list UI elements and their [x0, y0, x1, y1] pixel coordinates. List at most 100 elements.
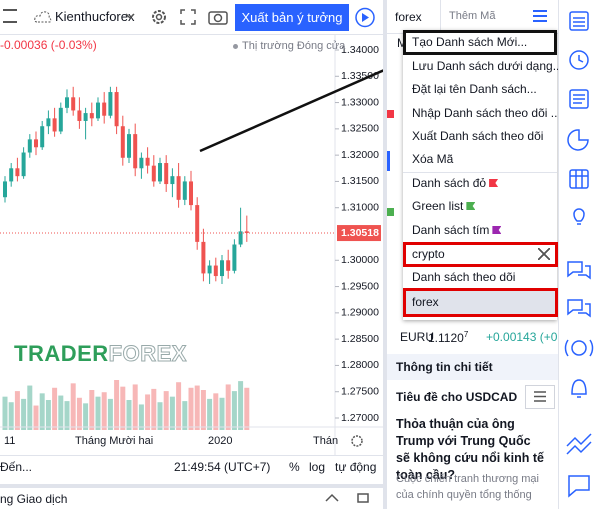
list-flag [466, 202, 476, 210]
candle-body [220, 260, 224, 277]
log-toggle[interactable]: log [309, 460, 326, 474]
candle-body [58, 107, 63, 132]
candle-body [9, 168, 14, 182]
candle-body [170, 176, 175, 185]
candle-body [195, 205, 200, 242]
candle-body [133, 134, 138, 169]
auto-toggle[interactable]: tự động [335, 460, 377, 474]
market-status: Thị trường Đóng cửa [242, 40, 346, 52]
candle-body [127, 134, 131, 158]
y-tick-label: 1.29000 [341, 307, 379, 319]
candle-body [40, 126, 45, 148]
y-tick-label: 1.31500 [341, 175, 379, 187]
watchlist-menu-icon[interactable] [532, 9, 548, 23]
volume-bar [89, 390, 95, 430]
watchlist-option[interactable]: crypto [403, 243, 557, 266]
dropdown-caret[interactable] [125, 12, 135, 20]
volume-bar [39, 393, 45, 430]
menu-item[interactable]: Tạo Danh sách Mới... [412, 35, 528, 49]
watch-symbol[interactable]: EURU [400, 330, 435, 344]
volume-bar [182, 401, 188, 430]
axis-settings-icon [351, 435, 363, 447]
menu-item[interactable]: Xuất Danh sách theo dõi [412, 129, 544, 143]
candle-body [164, 163, 169, 185]
candle-body [213, 265, 218, 277]
volume-bar [95, 396, 101, 430]
replay-button[interactable] [350, 4, 380, 31]
highlight-box [403, 242, 558, 267]
fullscreen-icon[interactable] [180, 9, 196, 25]
candle-body [189, 181, 193, 206]
news-headline[interactable]: Thỏa thuận của ông Trump với Trung Quốc … [396, 417, 544, 482]
bottom-panel-title[interactable]: ng Giao dịch [0, 492, 68, 506]
date-range[interactable]: Đến... [0, 460, 33, 474]
volume-bar [132, 384, 138, 430]
remove-icon[interactable] [538, 248, 550, 260]
market-status-dot [233, 44, 238, 49]
y-tick-label: 1.32000 [341, 149, 379, 161]
list-flag [492, 226, 502, 234]
x-tick-label: 2020 [208, 435, 232, 447]
watermark-part: TRADER [14, 341, 109, 366]
y-tick-label: 1.27500 [341, 385, 379, 397]
candle-body [52, 118, 57, 132]
menu-item[interactable]: Lưu Danh sách dưới dạng... [412, 59, 563, 73]
sidebar-icons[interactable] [558, 0, 600, 509]
news-list-icon[interactable] [525, 385, 555, 409]
candle-body [89, 113, 94, 119]
price-label-bg [337, 225, 381, 242]
volume-bar [33, 405, 39, 430]
percent-toggle[interactable]: % [289, 460, 300, 474]
volume-bar [70, 383, 76, 430]
x-tick-label: 11 [4, 435, 15, 447]
volume-bar [200, 390, 206, 430]
row-marker [387, 151, 390, 171]
volume-bar [176, 382, 182, 430]
watchlist-option[interactable]: Green list [403, 195, 557, 218]
volume-bar [194, 385, 200, 430]
volume-bar [138, 404, 144, 430]
menu-item[interactable]: Xóa Mã [412, 152, 454, 166]
watchlist-name: Danh sách tím [412, 223, 490, 237]
y-tick-label: 1.30000 [341, 254, 379, 266]
watchlist-name: Green list [412, 199, 464, 213]
watchlist-option[interactable]: Danh sách đỏ [403, 172, 557, 195]
list-flag [489, 179, 499, 187]
menu-item[interactable]: Đặt lại tên Danh sách... [412, 82, 537, 96]
volume-bar [126, 400, 132, 430]
status-bar [0, 455, 383, 482]
candle-body [21, 152, 26, 177]
volume-bar [231, 391, 237, 430]
watchlist-option[interactable]: forex [403, 289, 557, 316]
menu-icon[interactable] [3, 9, 17, 23]
watchlist-option[interactable]: Danh sách theo dõi [403, 266, 557, 289]
layout-name[interactable]: Kienthucforex [55, 9, 135, 24]
volume-bar [151, 388, 157, 430]
publish-button[interactable]: Xuất bản ý tưởng [235, 4, 349, 31]
panel-controls[interactable] [324, 492, 374, 504]
menu-item[interactable]: Nhập Danh sách theo dõi ... [412, 106, 561, 120]
volume-bar [238, 381, 244, 430]
x-tick-label: Thán [313, 435, 338, 447]
details-header[interactable]: Thông tin chi tiết [387, 354, 558, 380]
candle-body [226, 260, 231, 271]
candle-body [151, 165, 156, 182]
candle-body [46, 118, 51, 127]
volume-bar [213, 393, 219, 430]
volume-bar [188, 387, 194, 430]
volume-bar [157, 402, 163, 430]
price-main: 1.1120 [428, 331, 464, 345]
candle-body [201, 241, 206, 274]
volume-bar [101, 392, 107, 430]
volume-bar [76, 397, 82, 430]
news-header[interactable]: Tiêu đề cho USDCAD [396, 390, 518, 404]
settings-icon[interactable] [149, 7, 169, 27]
watchlist-tab[interactable]: forex [395, 10, 422, 24]
watchlist-tab[interactable]: Thêm Mã [449, 10, 496, 22]
row-flag [387, 208, 394, 216]
volume-bar [207, 398, 213, 430]
watchlist-option[interactable]: Danh sách tím [403, 219, 557, 242]
snapshot-icon[interactable] [208, 8, 228, 26]
cloud-icon[interactable] [34, 10, 52, 24]
